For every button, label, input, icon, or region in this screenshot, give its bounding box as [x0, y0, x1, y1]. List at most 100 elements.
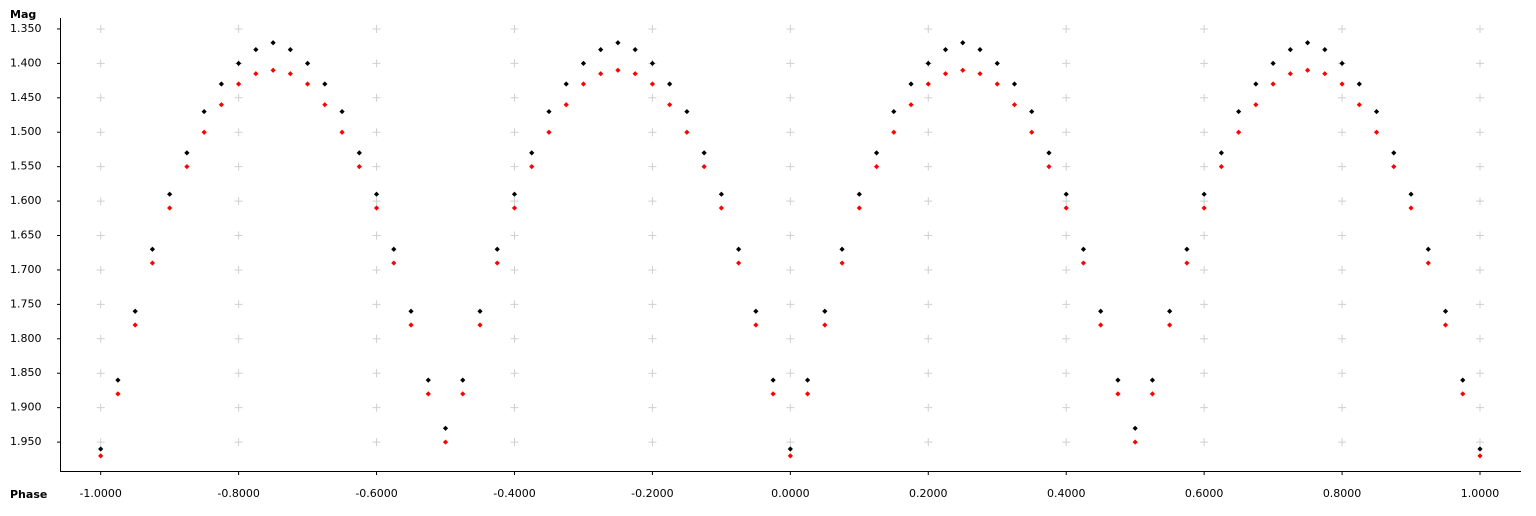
- data-point: [1339, 60, 1345, 66]
- data-point: [408, 322, 414, 328]
- data-point: [1408, 191, 1414, 197]
- grid-cross: [1476, 24, 1484, 33]
- data-point: [1356, 81, 1362, 87]
- grid-cross: [648, 162, 657, 171]
- data-point: [960, 67, 966, 73]
- data-point: [1322, 47, 1328, 53]
- data-point: [236, 81, 242, 87]
- data-point: [1356, 102, 1362, 108]
- data-point: [891, 129, 897, 135]
- data-point: [322, 81, 328, 87]
- grid-cross: [648, 197, 657, 206]
- grid-cross: [234, 231, 243, 240]
- data-point: [1132, 425, 1138, 431]
- x-tick-label: 1.0000: [1461, 487, 1500, 500]
- grid-cross: [372, 438, 381, 447]
- data-point: [339, 108, 345, 115]
- y-tick-label: 1.550: [10, 160, 42, 173]
- grid-cross: [510, 438, 519, 447]
- data-point: [1132, 439, 1138, 445]
- grid-cross: [234, 265, 243, 274]
- data-point: [667, 81, 673, 87]
- grid-cross: [1476, 265, 1484, 274]
- grid-cross: [924, 438, 933, 447]
- data-point: [684, 129, 690, 135]
- data-point: [1167, 308, 1173, 314]
- data-point: [736, 246, 742, 252]
- data-point: [736, 260, 742, 266]
- data-point: [1253, 102, 1259, 108]
- grid-cross: [372, 59, 381, 68]
- data-point: [253, 47, 259, 53]
- data-point: [856, 205, 862, 211]
- data-point: [529, 164, 535, 170]
- data-point: [460, 391, 466, 397]
- grid-cross: [648, 231, 657, 240]
- data-point: [391, 246, 397, 252]
- grid-cross: [786, 300, 795, 309]
- data-point: [1115, 377, 1121, 383]
- grid-cross: [786, 59, 795, 68]
- grid-cross: [1062, 300, 1071, 309]
- grid-cross: [510, 24, 519, 33]
- grid-cross: [96, 197, 105, 206]
- data-point: [891, 108, 897, 115]
- data-point: [1201, 205, 1207, 211]
- data-point: [253, 71, 259, 77]
- grid-cross: [786, 403, 795, 412]
- grid-cross: [234, 24, 243, 33]
- grid-cross: [648, 300, 657, 309]
- grid-cross: [510, 59, 519, 68]
- grid-cross: [1338, 334, 1347, 343]
- grid-cross: [96, 24, 105, 33]
- data-point: [1460, 377, 1466, 383]
- data-point: [408, 308, 414, 314]
- grid-cross: [1200, 334, 1209, 343]
- grid-cross: [648, 128, 657, 137]
- grid-cross: [1062, 438, 1071, 447]
- data-point: [1391, 164, 1397, 170]
- x-tick-label: 0.2000: [909, 487, 948, 500]
- grid-cross: [924, 128, 933, 137]
- data-point: [1270, 81, 1276, 87]
- grid-cross: [1062, 197, 1071, 206]
- data-point: [994, 81, 1000, 87]
- data-point: [977, 47, 983, 53]
- grid-cross: [234, 162, 243, 171]
- grid-cross: [786, 93, 795, 102]
- grid-cross: [96, 231, 105, 240]
- data-point: [1322, 71, 1328, 77]
- data-point: [425, 391, 431, 397]
- grid-cross: [372, 265, 381, 274]
- grid-cross: [1062, 265, 1071, 274]
- data-point: [1080, 246, 1087, 252]
- data-point: [167, 191, 173, 197]
- y-tick-label: 1.750: [10, 297, 42, 310]
- data-point: [1149, 391, 1156, 397]
- grid-cross: [234, 128, 243, 137]
- grid-cross: [924, 197, 933, 206]
- grid-cross: [786, 334, 795, 343]
- y-tick-label: 1.350: [10, 22, 42, 35]
- grid-cross: [510, 128, 519, 137]
- data-point: [753, 322, 759, 328]
- data-point: [615, 67, 621, 73]
- data-point: [942, 71, 949, 77]
- data-point: [1149, 377, 1156, 383]
- grid-cross: [96, 128, 105, 137]
- grid-cross: [924, 265, 933, 274]
- grid-cross: [1338, 128, 1347, 137]
- grid-cross: [1200, 403, 1209, 412]
- data-point: [580, 60, 587, 66]
- data-point: [1287, 47, 1293, 53]
- data-point: [908, 102, 914, 108]
- y-tick-label: 1.950: [10, 435, 42, 448]
- grid-cross: [1200, 59, 1209, 68]
- grid-cross: [1338, 24, 1347, 33]
- data-point: [1184, 246, 1190, 252]
- data-point: [115, 391, 121, 397]
- grid-cross: [96, 162, 105, 171]
- data-point: [1304, 67, 1311, 73]
- data-point: [270, 67, 276, 73]
